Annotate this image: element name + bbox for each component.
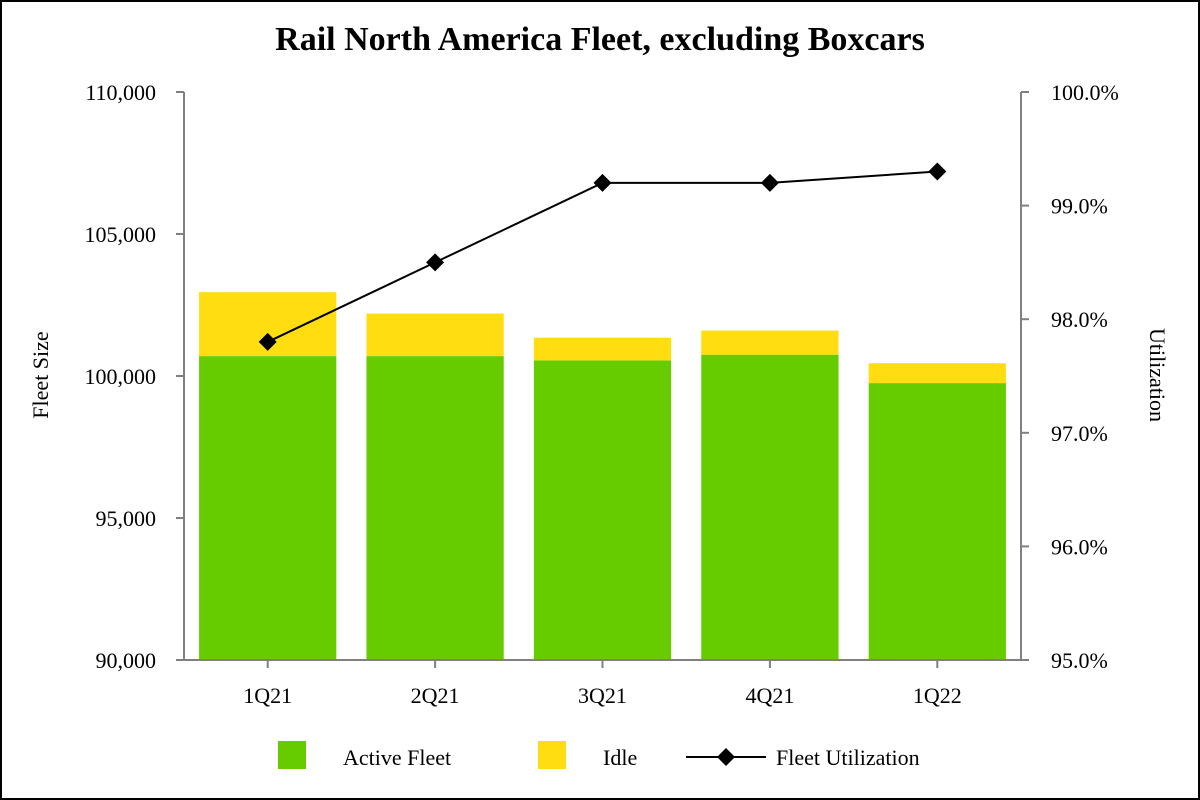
y-tick-label: 95,000 [96, 506, 157, 531]
legend-label-active: Active Fleet [343, 745, 451, 770]
y-tick-label: 100,000 [85, 364, 157, 389]
bar-idle-4q21 [701, 330, 839, 355]
legend-marker-utilization [717, 748, 735, 766]
legend-swatch-active [278, 741, 306, 769]
x-tick-label: 4Q21 [745, 683, 794, 708]
bar-active-1q22 [868, 383, 1006, 660]
y-tick-label: 110,000 [85, 80, 156, 105]
bar-active-1q21 [199, 356, 337, 660]
utilization-marker-1q22 [928, 162, 947, 181]
y2-tick-label: 100.0% [1051, 80, 1119, 105]
bar-idle-3q21 [533, 337, 672, 361]
y2-tick-label: 98.0% [1051, 307, 1108, 332]
y-axis-title: Fleet Size [28, 331, 53, 418]
x-tick-label: 2Q21 [411, 683, 460, 708]
bar-idle-1q22 [868, 363, 1006, 384]
x-tick-label: 1Q22 [913, 683, 962, 708]
legend-swatch-idle [538, 741, 566, 769]
y2-tick-label: 96.0% [1051, 534, 1108, 559]
bars-group [199, 292, 1006, 660]
legend: Active Fleet Idle Fleet Utilization [278, 741, 920, 770]
utilization-line-group [258, 162, 947, 351]
y-tick-label: 90,000 [96, 648, 157, 673]
utilization-marker-2q21 [426, 253, 445, 272]
y2-tick-label: 97.0% [1051, 421, 1108, 446]
legend-label-idle: Idle [603, 745, 637, 770]
x-tick-label: 3Q21 [578, 683, 627, 708]
y-tick-label: 105,000 [85, 222, 157, 247]
y2-axis-title: Utilization [1145, 328, 1170, 422]
ticks-group: 90,000 95,000 100,000 105,000 110,000 95.0% 96… [85, 80, 1119, 708]
y2-tick-label: 95.0% [1051, 648, 1108, 673]
legend-label-utilization: Fleet Utilization [776, 745, 920, 770]
utilization-marker-3q21 [593, 173, 612, 192]
utilization-marker-1q21 [258, 332, 277, 351]
bar-active-4q21 [701, 354, 839, 660]
y2-tick-label: 99.0% [1051, 194, 1108, 219]
bar-active-3q21 [533, 360, 672, 660]
bar-idle-2q21 [366, 313, 504, 357]
chart-title: Rail North America Fleet, excluding Boxc… [275, 21, 925, 58]
bar-active-2q21 [366, 356, 504, 660]
x-tick-label: 1Q21 [243, 683, 292, 708]
utilization-marker-4q21 [760, 173, 779, 192]
